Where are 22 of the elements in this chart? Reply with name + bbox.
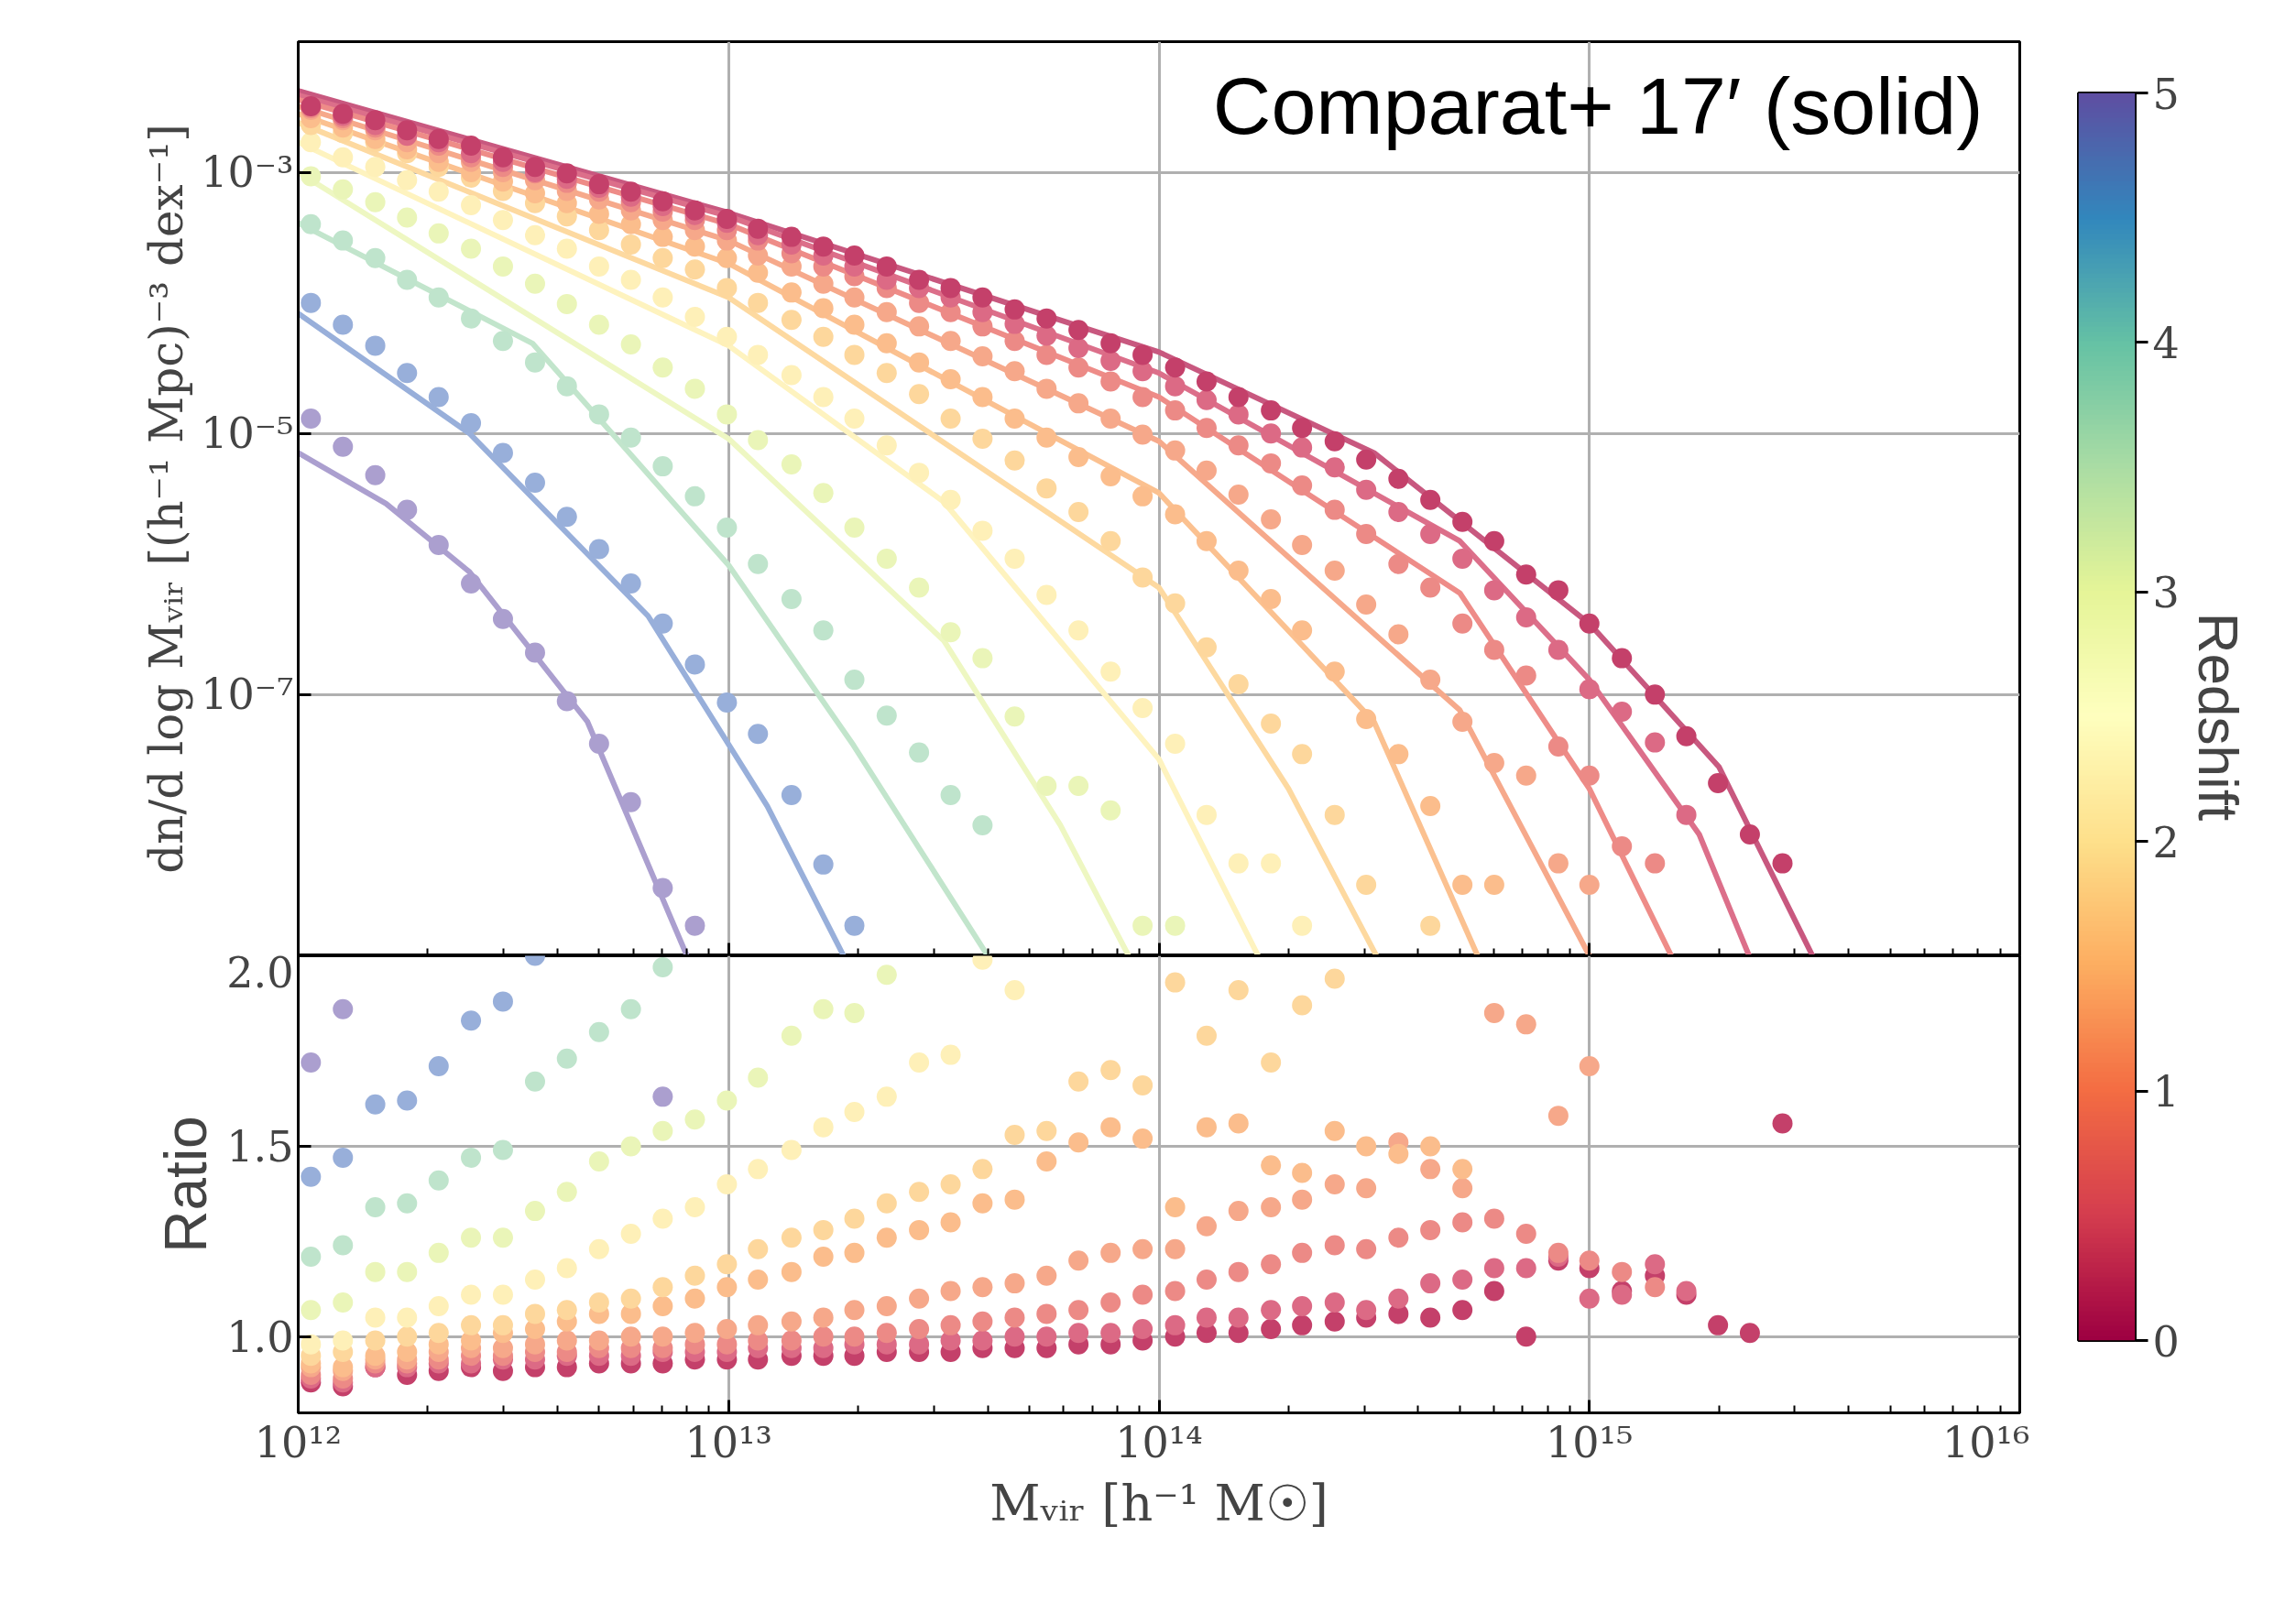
color-bar-label: 5 <box>2152 69 2180 119</box>
x-axis-title: Mᵥᵢᵣ [h⁻¹ M☉] <box>989 1474 1328 1532</box>
x-tick-label: 10¹⁵ <box>1546 1417 1634 1467</box>
x-tick-label: 10¹⁶ <box>1942 1417 2030 1467</box>
y-axis-title: Ratio <box>153 1116 220 1253</box>
x-tick-label: 10¹³ <box>684 1417 772 1467</box>
color-bar-label: 0 <box>2152 1316 2180 1367</box>
y-tick-label: 10⁻⁵ <box>201 409 294 459</box>
color-bar-label: 4 <box>2152 318 2180 368</box>
y-tick-label: 10⁻³ <box>201 147 294 198</box>
y-tick-label: 1.0 <box>226 1313 294 1363</box>
y-tick-label: 1.5 <box>226 1122 294 1172</box>
y-tick-label: 2.0 <box>226 947 294 997</box>
color-bar-label: 3 <box>2152 568 2180 618</box>
color-bar-label: 1 <box>2152 1067 2180 1117</box>
x-tick-label: 10¹⁴ <box>1115 1417 1203 1467</box>
annotation: Comparat+ 17′ (solid) <box>1212 60 1984 151</box>
color-bar-label: 2 <box>2152 817 2180 867</box>
color-bar-title: Redshift <box>2186 612 2250 822</box>
y-axis-title: dn/d log Mᵥᵢᵣ [(h⁻¹ Mpc)⁻³ dex⁻¹] <box>140 124 194 874</box>
x-tick-label: 10¹² <box>254 1417 343 1467</box>
y-tick-label: 10⁻⁷ <box>201 670 294 720</box>
